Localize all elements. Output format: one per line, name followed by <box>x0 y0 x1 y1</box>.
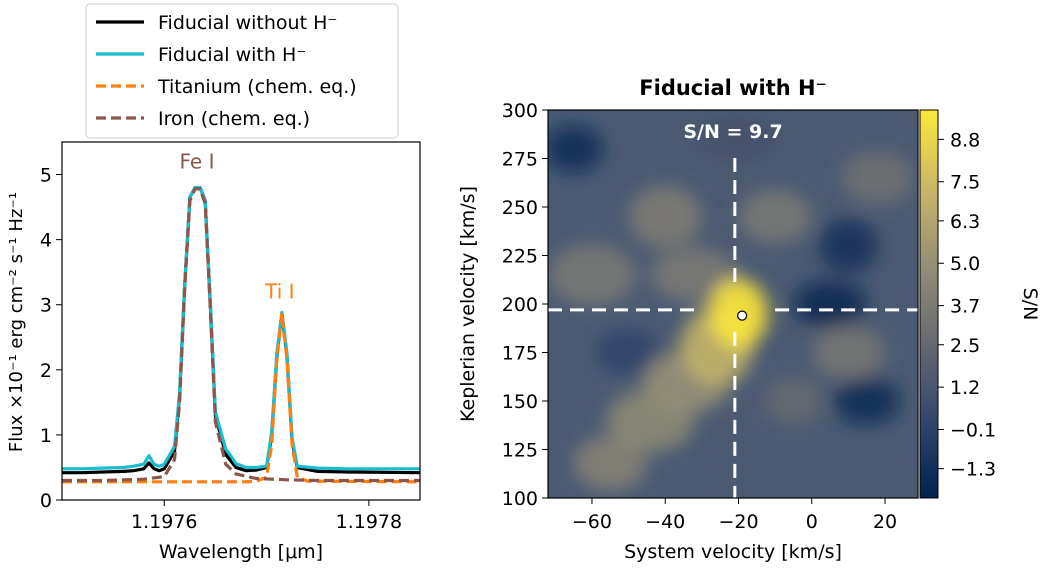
legend-frame <box>85 3 399 139</box>
y-tick-label: 0 <box>40 490 52 512</box>
colorbar-tick-label: 5.0 <box>950 253 980 275</box>
colorbar-tick-label: 1.2 <box>950 377 980 399</box>
y-tick-label: 150 <box>502 391 538 413</box>
y-tick-label: 125 <box>502 440 538 462</box>
colorbar-tick-label: 6.3 <box>950 211 980 233</box>
ti-i-annotation: Ti I <box>264 280 294 304</box>
y-tick-label: 225 <box>502 246 538 268</box>
heatmap-region <box>764 377 823 425</box>
spectrum-ylabel: Flux ×10⁻¹ erg cm⁻² s⁻¹ Hz⁻¹ <box>6 192 27 452</box>
x-tick-label: 1.1978 <box>336 511 402 533</box>
heatmap-region <box>819 218 878 273</box>
heatmap-region <box>548 243 636 306</box>
ccf-map-xlabel: System velocity [km/s] <box>624 541 842 563</box>
y-tick-label: 175 <box>502 343 538 365</box>
y-tick-label: 1 <box>40 425 52 447</box>
heatmap-region <box>650 247 739 303</box>
y-tick-label: 300 <box>502 100 538 122</box>
colorbar-tick-label: −0.1 <box>950 420 996 442</box>
x-tick-label: 0 <box>806 511 818 533</box>
spectrum-axes-frame <box>61 141 421 501</box>
heatmap-region <box>841 150 915 206</box>
peak-marker <box>737 310 748 321</box>
x-tick-label: 1.1976 <box>131 511 197 533</box>
x-tick-label: −40 <box>645 511 685 533</box>
y-tick-label: 200 <box>502 294 538 316</box>
spectrum-series-line <box>62 186 420 475</box>
spectrum-series-line <box>62 311 420 484</box>
y-tick-label: 4 <box>40 230 52 252</box>
colorbar-tick-label: −1.3 <box>950 459 996 481</box>
legend: Fiducial without H⁻ Fiducial with H⁻ Titan… <box>85 3 399 139</box>
y-tick-label: 275 <box>502 149 538 171</box>
ccf-map-panel: Fiducial with H⁻ S/N = 9.7 −60 −40 −20 0 20 1… <box>457 76 919 563</box>
colorbar-gradient <box>919 109 939 499</box>
fe-i-annotation: Fe I <box>180 150 215 174</box>
legend-label: Fiducial without H⁻ <box>158 12 337 34</box>
y-tick-label: 5 <box>40 165 52 187</box>
colorbar: 8.8 7.5 6.3 5.0 3.7 2.5 1.2 −0.1 −1.3 S/N <box>919 109 1040 499</box>
y-tick-label: 2 <box>40 360 52 382</box>
colorbar-tick-label: 2.5 <box>950 335 980 357</box>
x-tick-label: 20 <box>873 511 897 533</box>
ccf-map-ylabel: Keplerian velocity [km/s] <box>457 186 479 422</box>
heatmap-region <box>628 185 702 248</box>
heatmap-region <box>811 325 886 380</box>
heatmap-region <box>595 329 662 376</box>
heatmap-region <box>738 189 812 244</box>
legend-label: Iron (chem. eq.) <box>158 108 310 130</box>
legend-label: Titanium (chem. eq.) <box>157 76 357 98</box>
heatmap-region <box>793 280 867 328</box>
legend-label: Fiducial with H⁻ <box>158 44 306 66</box>
heatmap-region <box>833 377 900 425</box>
spectrum-series-line <box>62 186 420 471</box>
heatmap-region <box>694 115 783 163</box>
y-tick-label: 3 <box>40 295 52 317</box>
heatmap-region <box>548 125 603 173</box>
spectrum-xlabel: Wavelength [μm] <box>159 541 323 563</box>
y-tick-label: 250 <box>502 197 538 219</box>
y-tick-label: 100 <box>502 488 538 510</box>
colorbar-tick-label: 8.8 <box>950 129 980 151</box>
colorbar-tick-label: 7.5 <box>950 172 980 194</box>
x-tick-label: −60 <box>572 511 612 533</box>
sn-annotation: S/N = 9.7 <box>683 121 782 143</box>
spectrum-series-line <box>62 187 420 483</box>
colorbar-label: S/N <box>1019 288 1040 321</box>
ccf-map-title: Fiducial with H⁻ <box>639 76 826 100</box>
colorbar-tick-label: 3.7 <box>950 296 980 318</box>
x-tick-label: −20 <box>718 511 758 533</box>
spectrum-panel: 1.1976 1.1978 0 1 2 3 4 5 Fe I Ti I Wavelength … <box>6 141 421 563</box>
heatmap-region <box>573 435 647 491</box>
